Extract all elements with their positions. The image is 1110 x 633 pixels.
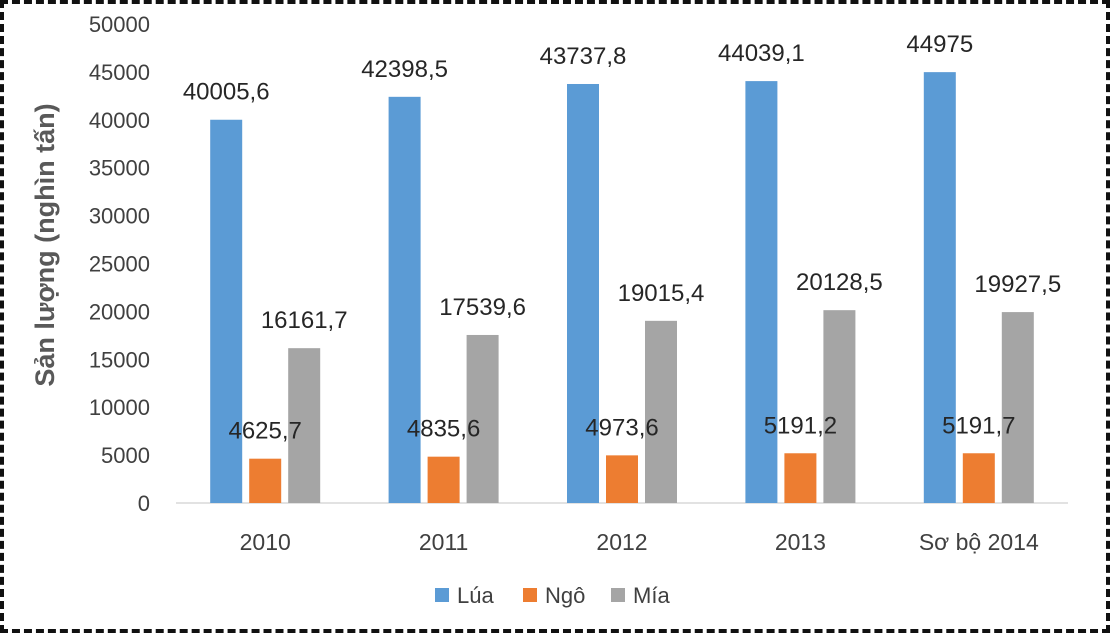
y-tick-label: 25000 [89,252,150,277]
data-label: 43737,8 [540,43,627,70]
y-tick-label: 30000 [89,204,150,229]
y-tick-label: 20000 [89,299,150,324]
y-tick-label: 15000 [89,347,150,372]
bar-Ngô [427,456,460,503]
bar-Mía [645,320,677,503]
category-label: 2010 [240,529,291,555]
bar-Lúa [745,81,778,504]
data-label: 42398,5 [361,56,448,83]
y-tick-label: 45000 [89,60,150,85]
y-tick-label: 35000 [89,156,150,181]
bar-Ngô [784,453,817,503]
category-label: 2012 [596,529,647,555]
data-label: 4835,6 [407,416,480,443]
data-label: 44975 [906,31,973,58]
bar-Lúa [210,119,243,504]
bar-Mía [466,334,499,503]
data-label: 19927,5 [974,271,1061,298]
bar-Lúa [567,83,599,503]
bar-Lúa [388,96,421,503]
bar-Mía [823,310,856,503]
y-tick-label: 10000 [89,395,150,420]
bar-Lúa [923,72,956,504]
y-tick-label: 5000 [101,443,150,468]
legend-swatch-Ngô [523,588,537,602]
bar-Mía [1001,312,1034,503]
legend-label: Lúa [457,583,494,608]
legend-label: Mía [633,583,670,608]
y-axis-title: Sản lượng (nghìn tấn) [30,103,60,386]
data-label: 19015,4 [618,280,705,307]
bar-Ngô [249,458,282,503]
data-label: 44039,1 [718,40,805,67]
data-label: 20128,5 [796,269,883,296]
bar-Ngô [962,453,995,503]
legend-label: Ngô [545,583,585,608]
category-label: 2013 [775,529,826,555]
y-tick-label: 0 [138,491,150,516]
data-label: 4973,6 [585,414,658,441]
data-label: 5191,2 [764,412,837,439]
category-label: 2011 [419,529,468,555]
data-label: 5191,7 [942,412,1015,439]
data-label: 16161,7 [261,307,348,334]
data-label: 17539,6 [439,294,526,321]
legend-swatch-Lúa [435,588,449,602]
data-label: 40005,6 [183,79,270,106]
bar-Mía [288,348,321,503]
y-tick-label: 50000 [89,12,150,37]
legend-swatch-Mía [611,588,625,602]
category-label: Sơ bộ 2014 [919,529,1039,555]
bar-Ngô [606,455,638,503]
y-tick-label: 40000 [89,108,150,133]
data-label: 4625,7 [228,418,301,445]
